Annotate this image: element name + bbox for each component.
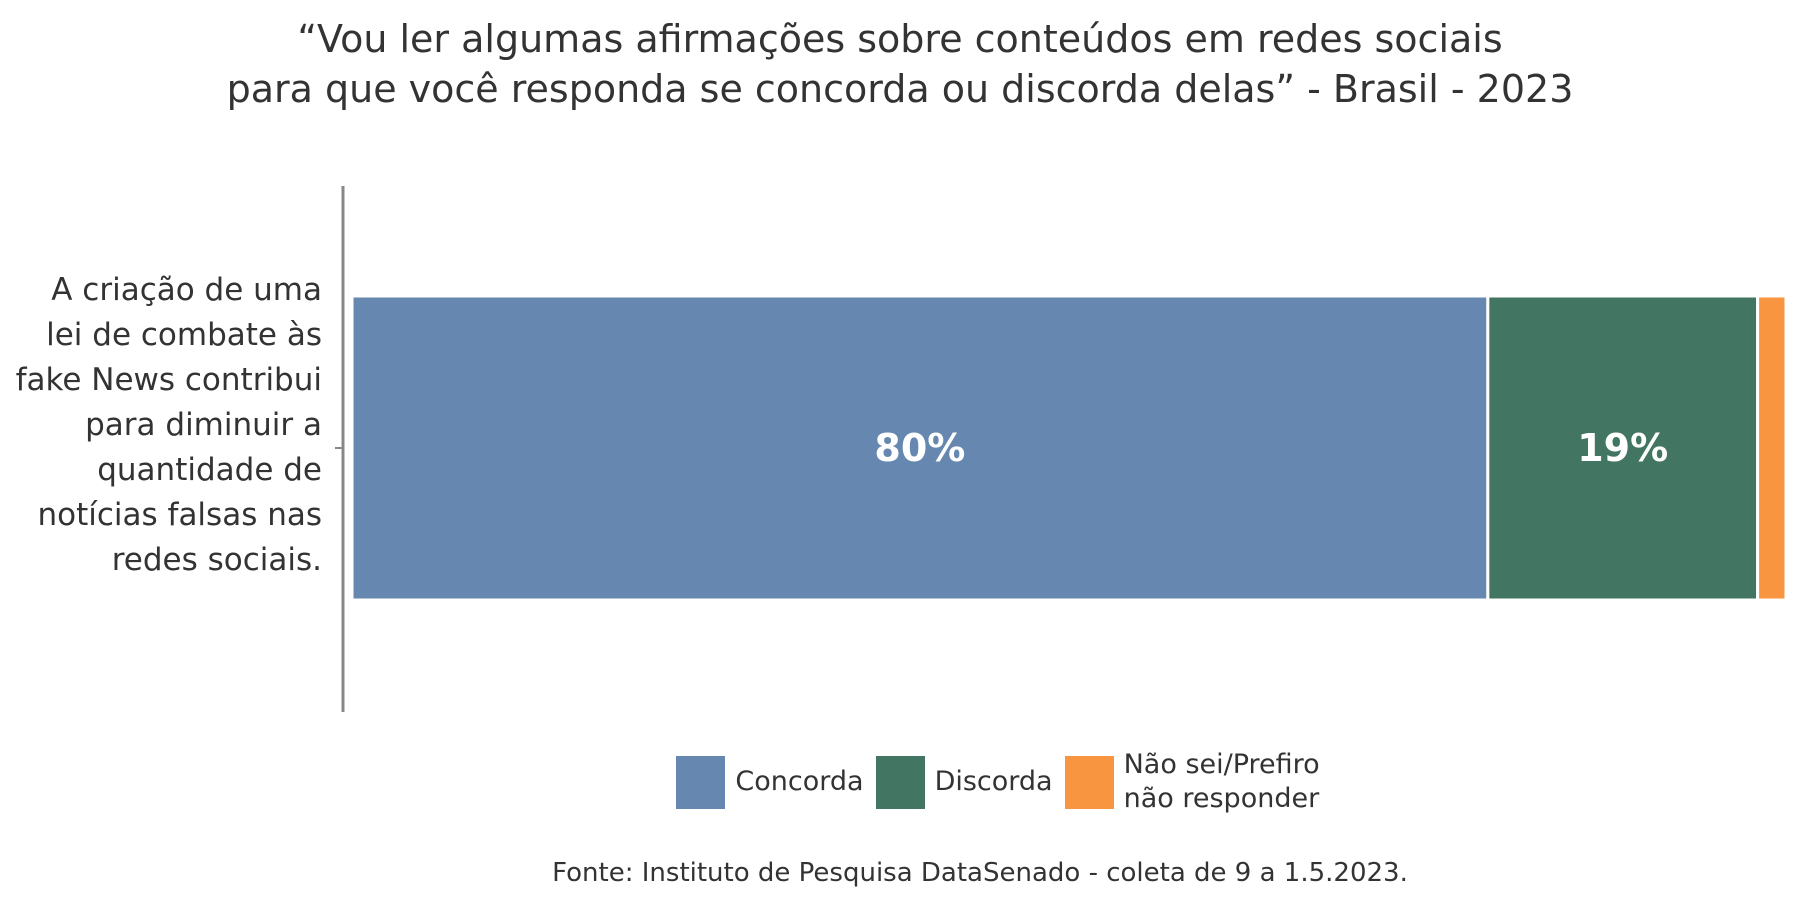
y-tick-label: A criação de uma lei de combate às fake … xyxy=(15,272,322,578)
bar-segment xyxy=(350,294,1490,602)
value-label: 19% xyxy=(1577,426,1668,470)
legend-label: Não sei/Prefiro não responder xyxy=(1123,749,1320,814)
legend-swatch xyxy=(676,755,726,809)
legend-item: Concorda xyxy=(676,755,864,809)
legend-label: Concorda xyxy=(735,766,864,797)
value-label: 80% xyxy=(874,426,965,470)
chart-title: “Vou ler algumas afirmações sobre conteú… xyxy=(226,17,1574,111)
bar-segment xyxy=(1486,294,1760,602)
legend-label: Discorda xyxy=(934,766,1053,797)
legend: Concorda Discorda Não sei/Prefiro não resp… xyxy=(0,748,1800,816)
bar-segment xyxy=(1756,294,1788,602)
legend-item: Discorda xyxy=(875,755,1053,809)
legend-item: Não sei/Prefiro não responder xyxy=(1064,748,1344,816)
source: Fonte: Instituto de Pesquisa DataSenado … xyxy=(552,858,1408,888)
legend-swatch xyxy=(1064,755,1114,809)
legend-swatch xyxy=(875,755,925,809)
